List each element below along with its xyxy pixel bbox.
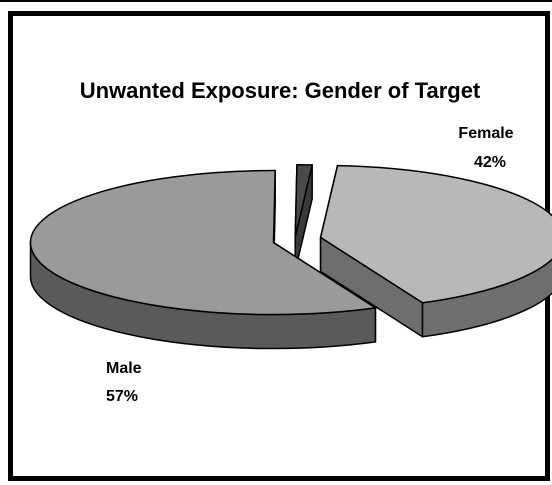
slice-top-female	[319, 164, 552, 304]
slice-label-male: Male	[106, 360, 142, 377]
top-border	[0, 0, 552, 2]
pie-group	[29, 163, 552, 350]
slice-label-female: Female	[458, 125, 513, 142]
slice-top-male	[29, 169, 377, 316]
chart-title: Unwanted Exposure: Gender of Target	[80, 78, 481, 103]
slice-top-other	[294, 163, 313, 238]
slice-percent-female: 42%	[474, 154, 506, 171]
slice-percent-male: 57%	[106, 388, 138, 405]
